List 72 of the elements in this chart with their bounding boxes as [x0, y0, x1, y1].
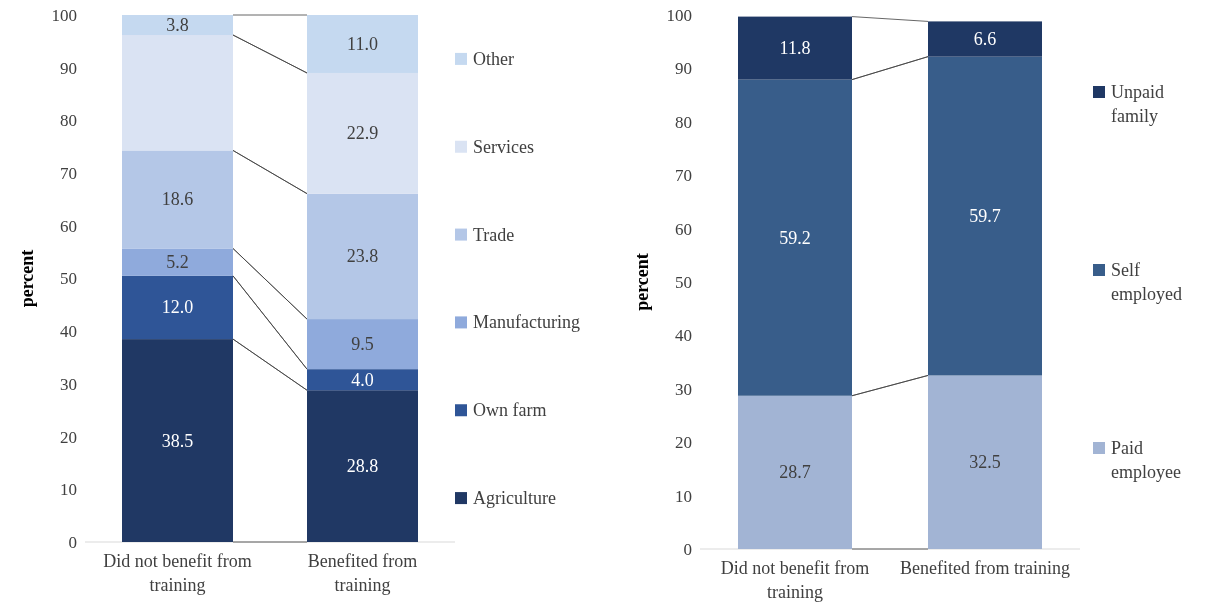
y-tick-label: 10	[60, 480, 77, 500]
bar	[122, 275, 233, 340]
y-tick-label: 30	[675, 379, 692, 399]
bar	[738, 16, 852, 80]
data-label: 9.5	[351, 334, 374, 355]
y-tick-label: 100	[666, 5, 692, 25]
x-tick-label: Benefited from training	[307, 551, 418, 595]
bar	[928, 21, 1042, 57]
y-tick-label: 40	[675, 326, 692, 346]
y-tick-label: 50	[60, 269, 77, 289]
y-axis-title: percent	[632, 253, 652, 311]
legend-label: Other	[473, 48, 514, 69]
bar	[122, 339, 233, 542]
y-tick-label: 30	[60, 374, 77, 394]
bar	[122, 150, 233, 249]
y-tick-label: 20	[60, 427, 77, 447]
y-tick-label: 80	[60, 111, 77, 131]
y-tick-label: 0	[68, 532, 77, 552]
bar	[738, 79, 852, 396]
y-tick-label: 0	[683, 539, 692, 559]
data-label: 3.8	[166, 15, 189, 36]
data-label: 12.0	[161, 297, 194, 318]
y-tick-label: 20	[675, 433, 692, 453]
data-label: 38.5	[161, 430, 194, 451]
y-tick-label: 60	[60, 216, 77, 236]
y-tick-label: 80	[675, 112, 692, 132]
y-axis-title: percent	[17, 249, 37, 308]
legend-label: Agriculture	[473, 488, 556, 509]
data-label: 23.8	[346, 246, 379, 267]
data-label: 28.8	[346, 456, 379, 477]
bar	[738, 395, 852, 549]
data-label: 5.2	[166, 252, 189, 273]
data-label: 28.7	[779, 462, 811, 483]
bar	[307, 369, 418, 391]
legend-label: Manufacturing	[473, 312, 580, 333]
y-tick-label: 40	[60, 322, 77, 342]
data-label: 18.6	[161, 189, 194, 210]
data-label: 11.8	[779, 38, 811, 59]
legend-label: Services	[473, 136, 534, 157]
bar	[307, 390, 418, 542]
bar	[122, 35, 233, 151]
y-tick-label: 100	[51, 5, 77, 25]
legend-label: Own farm	[473, 400, 547, 421]
data-label: 32.5	[969, 452, 1001, 473]
data-label: 4.0	[351, 369, 374, 390]
y-tick-label: 70	[675, 166, 692, 186]
data-label: 59.2	[779, 227, 811, 248]
x-tick-label: Did not benefit from training	[103, 551, 252, 595]
y-tick-label: 60	[675, 219, 692, 239]
legend-label: Trade	[473, 224, 515, 245]
bar	[307, 72, 418, 194]
y-tick-label: 90	[60, 58, 77, 78]
bar	[307, 319, 418, 370]
data-label: 22.9	[346, 123, 379, 144]
bar	[928, 56, 1042, 376]
y-tick-label: 70	[60, 164, 77, 184]
legend-label: Unpaid family	[1111, 82, 1164, 126]
data-label: 6.6	[973, 29, 997, 50]
bar	[122, 248, 233, 276]
x-tick-label: Did not benefit from training	[720, 558, 870, 602]
bar	[307, 193, 418, 320]
legend-label: Paid employee	[1111, 438, 1181, 482]
bar	[122, 15, 233, 36]
y-tick-label: 90	[675, 59, 692, 79]
y-tick-label: 50	[675, 272, 692, 292]
bar	[928, 375, 1042, 549]
legend-label: Self employed	[1111, 260, 1182, 304]
data-label: 11.0	[347, 33, 378, 54]
x-tick-label: Benefited from training	[900, 558, 1070, 578]
data-label: 59.7	[969, 206, 1001, 227]
y-tick-label: 10	[675, 486, 692, 506]
bar	[307, 15, 418, 73]
